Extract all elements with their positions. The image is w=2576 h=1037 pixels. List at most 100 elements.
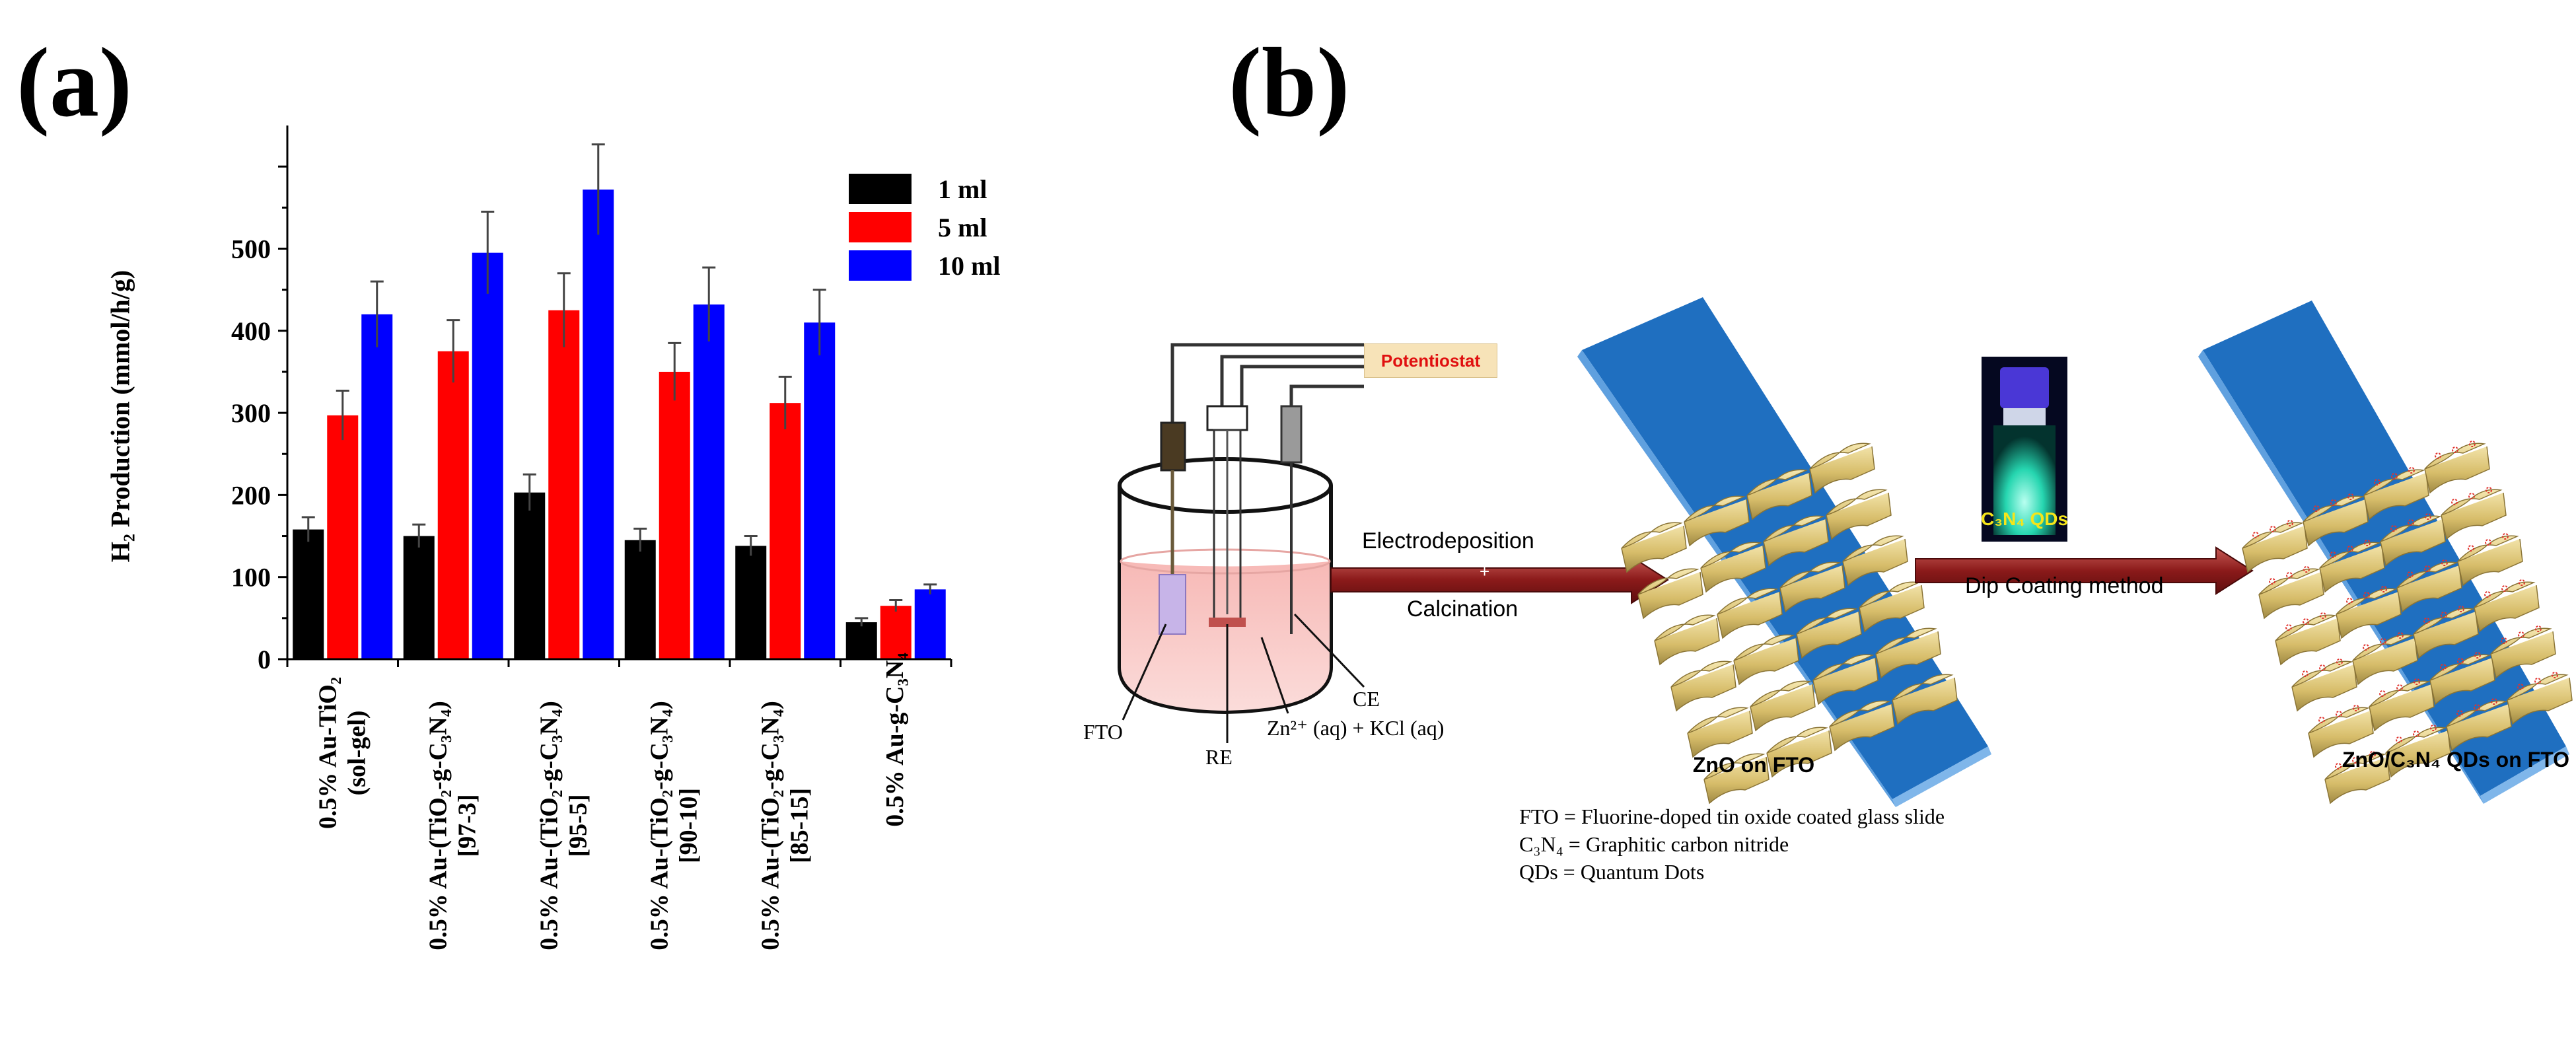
qd-dot — [2474, 704, 2480, 711]
panel-a-label: (a) — [17, 28, 132, 137]
y-tick-label-200: 200 — [231, 480, 271, 510]
potentiostat-box: Potentiostat — [1364, 343, 1497, 378]
flake — [1763, 515, 1829, 567]
flake — [2380, 515, 2446, 567]
bar-10ml-2 — [583, 189, 614, 660]
qd-dot — [2320, 612, 2326, 619]
flake — [1733, 634, 1799, 686]
zno-flakes — [1621, 443, 1958, 805]
qd-dot — [2347, 546, 2353, 552]
bar-5ml-2 — [548, 310, 580, 659]
qd-dot — [2363, 644, 2369, 651]
panel-b-label: (b) — [1229, 28, 1350, 137]
flake — [2507, 674, 2573, 725]
qd-dot — [2408, 467, 2415, 474]
qd-dot — [2335, 763, 2342, 769]
label-plus: + — [1480, 561, 1490, 581]
qd-dot — [2286, 572, 2293, 579]
flake — [1796, 608, 1862, 659]
flake — [2275, 614, 2341, 666]
flake — [1621, 522, 1687, 573]
qd-dot — [2430, 725, 2437, 731]
bar-1ml-2 — [514, 492, 546, 659]
qd-dot — [2408, 519, 2414, 526]
flake — [2369, 680, 2435, 732]
qd-dot — [2285, 624, 2292, 631]
note-qds: QDs = Quantum Dots — [1519, 860, 1705, 884]
qd-dot — [2270, 526, 2276, 532]
bar-1ml-4 — [735, 546, 767, 659]
bar-10ml-4 — [804, 322, 836, 659]
flake — [2385, 727, 2451, 778]
flake — [2396, 561, 2462, 613]
qd-dot — [2451, 499, 2458, 505]
flake — [2242, 522, 2308, 573]
zno-fto-slide — [1577, 297, 1991, 807]
bar-5ml-5 — [880, 606, 912, 659]
qd-dot — [2440, 664, 2447, 670]
legend-text-5ml: 5 ml — [938, 212, 987, 242]
flake — [2258, 568, 2324, 620]
wires — [1170, 343, 1364, 423]
legend-item-5ml: 5 ml — [849, 209, 1000, 246]
qd-dot — [2353, 705, 2359, 711]
bar-5ml-3 — [659, 371, 690, 659]
re-electrode — [1206, 405, 1248, 627]
bar-10ml-5 — [914, 589, 946, 659]
flake — [1779, 561, 1845, 613]
qd-dot — [2319, 664, 2326, 671]
flake — [2324, 753, 2390, 805]
qd-dot — [2414, 678, 2420, 685]
qd-dot — [2303, 566, 2310, 573]
arrow-dip-coating — [1915, 546, 2254, 595]
qd-dot — [2468, 545, 2474, 552]
flake — [1829, 700, 1895, 752]
qd-dot — [2302, 670, 2308, 677]
legend-swatch-1ml — [849, 174, 912, 204]
flake — [2429, 654, 2495, 705]
qd-dot — [2364, 540, 2371, 546]
qd-dot — [2318, 717, 2325, 723]
cell-label-pointers — [1122, 613, 1365, 743]
qd-dot — [2474, 652, 2481, 659]
flake — [1687, 707, 1753, 758]
qd-vial-label: C₃N₄ QDs — [1980, 509, 2069, 529]
ce-electrode — [1280, 405, 1303, 634]
label-electrolyte: Zn²⁺ (aq) + KCl (aq) — [1267, 716, 1445, 740]
caption-zno-fto: ZnO on FTO — [1692, 753, 1815, 777]
flake — [1654, 614, 1720, 666]
bar-5ml-1 — [437, 351, 469, 659]
flake — [2457, 535, 2523, 587]
qd-dot — [2336, 659, 2343, 665]
bar-1ml-5 — [845, 622, 877, 659]
qd-dot — [2363, 592, 2370, 598]
qd-dot — [2458, 606, 2464, 612]
legend-item-10ml: 10 ml — [849, 247, 1000, 284]
flake — [1717, 588, 1783, 639]
qd-dot — [2287, 520, 2293, 526]
flake — [1859, 581, 1925, 633]
flake — [1875, 627, 1941, 679]
fto-electrode — [1159, 421, 1186, 635]
qd-dot — [2269, 578, 2275, 585]
qd-dot — [2352, 757, 2359, 764]
flake — [2441, 489, 2507, 540]
legend-swatch-5ml — [849, 212, 912, 242]
flake — [1750, 680, 1816, 732]
flake — [1703, 753, 1770, 805]
qd-dot — [2441, 559, 2448, 566]
qd-dot — [2336, 711, 2342, 717]
legend: 1 ml 5 ml 10 ml — [849, 170, 1000, 285]
bar-1ml-3 — [624, 540, 656, 659]
label-re: RE — [1205, 745, 1233, 769]
flake — [2319, 542, 2385, 593]
qd-dot — [2425, 513, 2431, 520]
qd-dot — [2346, 598, 2353, 604]
qd-dot — [2469, 441, 2476, 447]
qd-dot — [2397, 632, 2404, 639]
y-tick-label-0: 0 — [258, 645, 271, 674]
flake — [2336, 588, 2402, 639]
label-fto: FTO — [1083, 720, 1123, 744]
bar-1ml-1 — [403, 536, 435, 659]
